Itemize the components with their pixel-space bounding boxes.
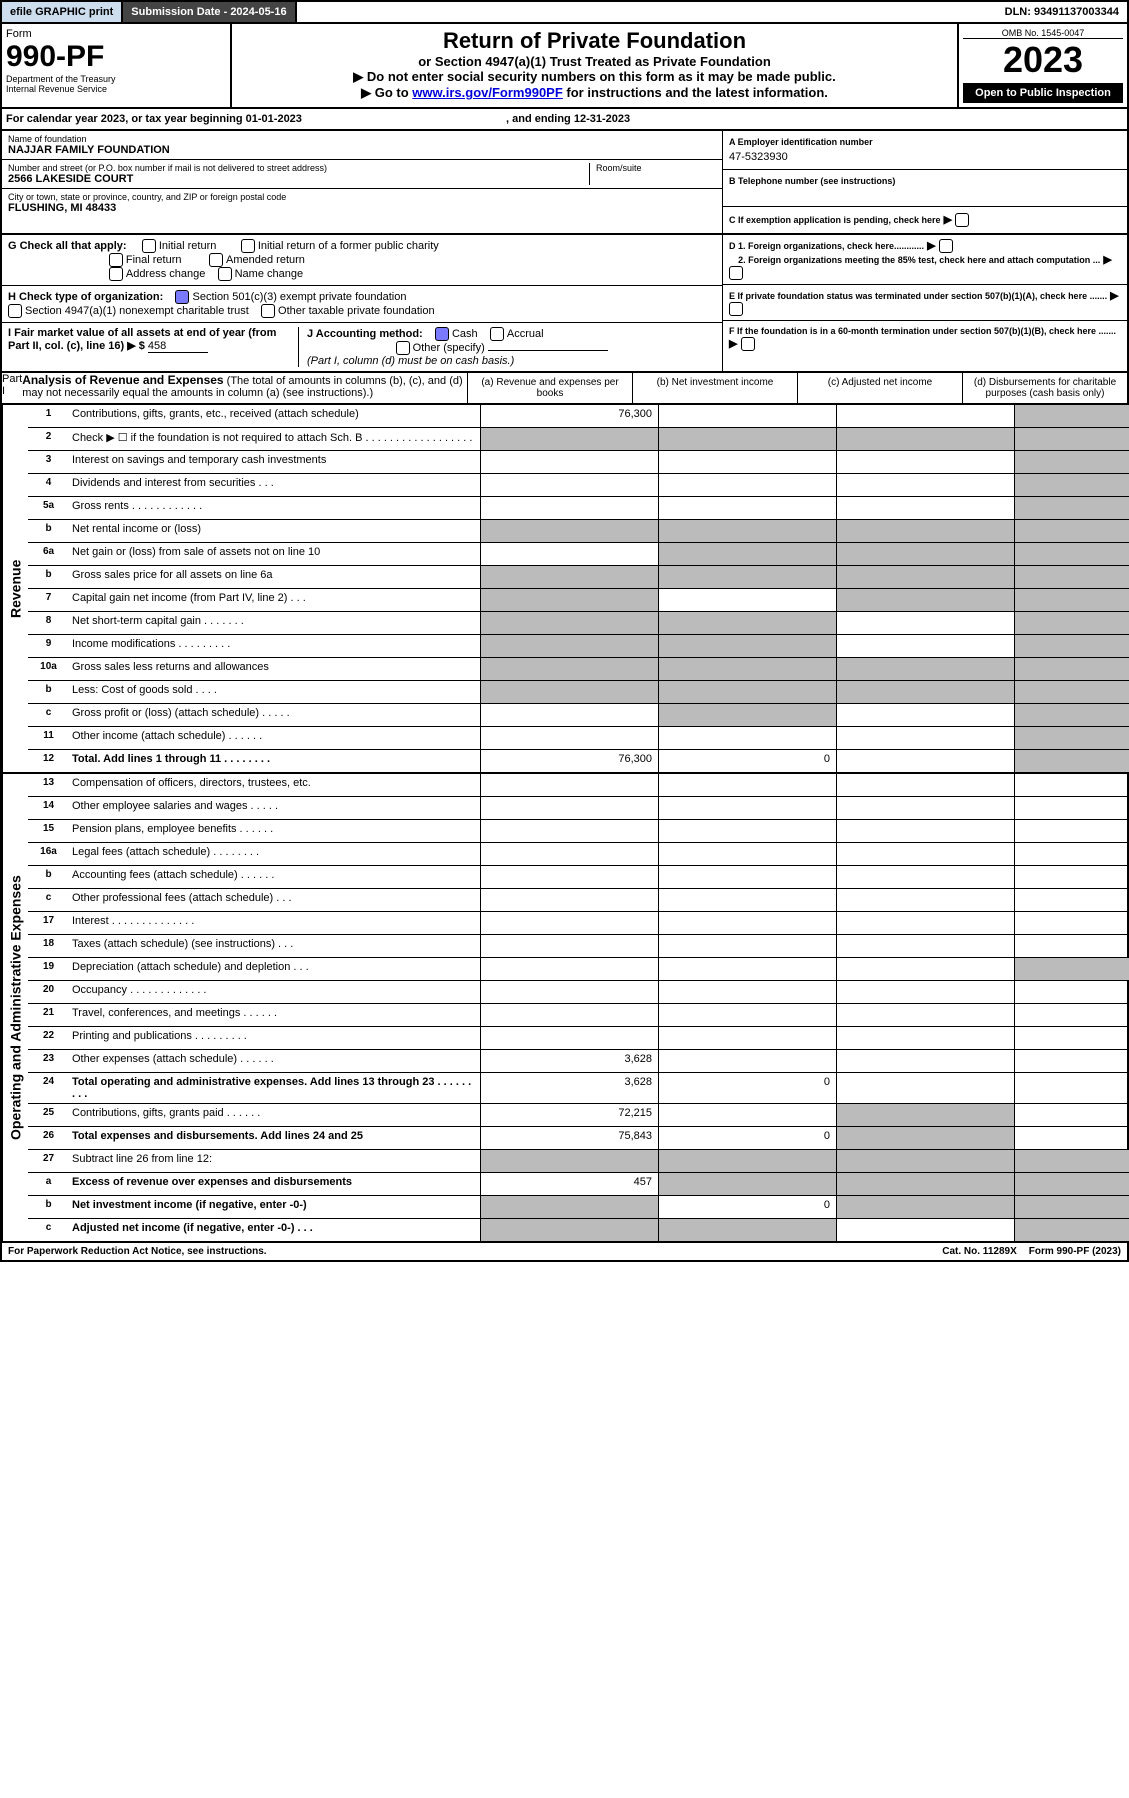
line-26: 26Total expenses and disbursements. Add …: [28, 1127, 1129, 1150]
part-label: Part I: [2, 373, 22, 403]
line-6a: 6aNet gain or (loss) from sale of assets…: [28, 543, 1129, 566]
line-b: bLess: Cost of goods sold . . . .: [28, 681, 1129, 704]
efile-print-button[interactable]: efile GRAPHIC print: [2, 2, 123, 22]
line-10a: 10aGross sales less returns and allowanc…: [28, 658, 1129, 681]
line-19: 19Depreciation (attach schedule) and dep…: [28, 958, 1129, 981]
line-17: 17Interest . . . . . . . . . . . . . .: [28, 912, 1129, 935]
foundation-name: NAJJAR FAMILY FOUNDATION: [8, 144, 716, 156]
form-header: Form 990-PF Department of the Treasury I…: [0, 24, 1129, 109]
omb: OMB No. 1545-0047: [963, 28, 1123, 39]
form-number: 990-PF: [6, 40, 226, 74]
dln: DLN: 93491137003344: [997, 2, 1127, 22]
col-a: (a) Revenue and expenses per books: [467, 373, 632, 403]
check-section: G Check all that apply: Initial return I…: [0, 235, 1129, 373]
line-25: 25Contributions, gifts, grants paid . . …: [28, 1104, 1129, 1127]
line-21: 21Travel, conferences, and meetings . . …: [28, 1004, 1129, 1027]
tax-year: 2023: [963, 39, 1123, 81]
line-18: 18Taxes (attach schedule) (see instructi…: [28, 935, 1129, 958]
line-7: 7Capital gain net income (from Part IV, …: [28, 589, 1129, 612]
form-label: Form: [6, 28, 226, 40]
calendar-year-row: For calendar year 2023, or tax year begi…: [0, 109, 1129, 131]
submission-date: Submission Date - 2024-05-16: [123, 2, 296, 22]
city: FLUSHING, MI 48433: [8, 202, 716, 214]
line-13: 13Compensation of officers, directors, t…: [28, 774, 1129, 797]
revenue-table: Revenue 1Contributions, gifts, grants, e…: [0, 405, 1129, 774]
line-22: 22Printing and publications . . . . . . …: [28, 1027, 1129, 1050]
line-3: 3Interest on savings and temporary cash …: [28, 451, 1129, 474]
line-b: bNet rental income or (loss): [28, 520, 1129, 543]
line-15: 15Pension plans, employee benefits . . .…: [28, 820, 1129, 843]
line-a: aExcess of revenue over expenses and dis…: [28, 1173, 1129, 1196]
col-c: (c) Adjusted net income: [797, 373, 962, 403]
expense-side-label: Operating and Administrative Expenses: [2, 774, 28, 1241]
cash-checkbox[interactable]: ✔: [435, 327, 449, 341]
col-d: (d) Disbursements for charitable purpose…: [962, 373, 1127, 403]
line-c: cOther professional fees (attach schedul…: [28, 889, 1129, 912]
revenue-side-label: Revenue: [2, 405, 28, 772]
line-23: 23Other expenses (attach schedule) . . .…: [28, 1050, 1129, 1073]
fmv-value: 458: [148, 340, 208, 353]
line-11: 11Other income (attach schedule) . . . .…: [28, 727, 1129, 750]
line-c: cAdjusted net income (if negative, enter…: [28, 1219, 1129, 1241]
dept: Department of the Treasury: [6, 74, 226, 84]
line-24: 24Total operating and administrative exp…: [28, 1073, 1129, 1104]
instructions-link[interactable]: www.irs.gov/Form990PF: [412, 85, 563, 100]
501c3-checkbox[interactable]: ✔: [175, 290, 189, 304]
footer: For Paperwork Reduction Act Notice, see …: [0, 1243, 1129, 1262]
ein: 47-5323930: [729, 147, 1121, 163]
line-12: 12Total. Add lines 1 through 11 . . . . …: [28, 750, 1129, 772]
address: 2566 LAKESIDE COURT: [8, 173, 589, 185]
line-14: 14Other employee salaries and wages . . …: [28, 797, 1129, 820]
line-9: 9Income modifications . . . . . . . . .: [28, 635, 1129, 658]
line-1: 1Contributions, gifts, grants, etc., rec…: [28, 405, 1129, 428]
expense-table: Operating and Administrative Expenses 13…: [0, 774, 1129, 1243]
line-b: bNet investment income (if negative, ent…: [28, 1196, 1129, 1219]
open-public: Open to Public Inspection: [963, 83, 1123, 103]
line-20: 20Occupancy . . . . . . . . . . . . .: [28, 981, 1129, 1004]
line-8: 8Net short-term capital gain . . . . . .…: [28, 612, 1129, 635]
part1-header: Part I Analysis of Revenue and Expenses …: [0, 373, 1129, 405]
subtitle: or Section 4947(a)(1) Trust Treated as P…: [236, 54, 953, 69]
line-27: 27Subtract line 26 from line 12:: [28, 1150, 1129, 1173]
entity-info: Name of foundationNAJJAR FAMILY FOUNDATI…: [0, 131, 1129, 235]
title: Return of Private Foundation: [236, 28, 953, 54]
line-16a: 16aLegal fees (attach schedule) . . . . …: [28, 843, 1129, 866]
line-4: 4Dividends and interest from securities …: [28, 474, 1129, 497]
col-b: (b) Net investment income: [632, 373, 797, 403]
line-2: 2Check ▶ ☐ if the foundation is not requ…: [28, 428, 1129, 451]
exemption-checkbox[interactable]: [955, 213, 969, 227]
line-b: bAccounting fees (attach schedule) . . .…: [28, 866, 1129, 889]
line-5a: 5aGross rents . . . . . . . . . . . .: [28, 497, 1129, 520]
top-bar: efile GRAPHIC print Submission Date - 20…: [0, 0, 1129, 24]
line-b: bGross sales price for all assets on lin…: [28, 566, 1129, 589]
warn1: ▶ Do not enter social security numbers o…: [236, 69, 953, 85]
irs: Internal Revenue Service: [6, 84, 226, 94]
line-c: cGross profit or (loss) (attach schedule…: [28, 704, 1129, 727]
